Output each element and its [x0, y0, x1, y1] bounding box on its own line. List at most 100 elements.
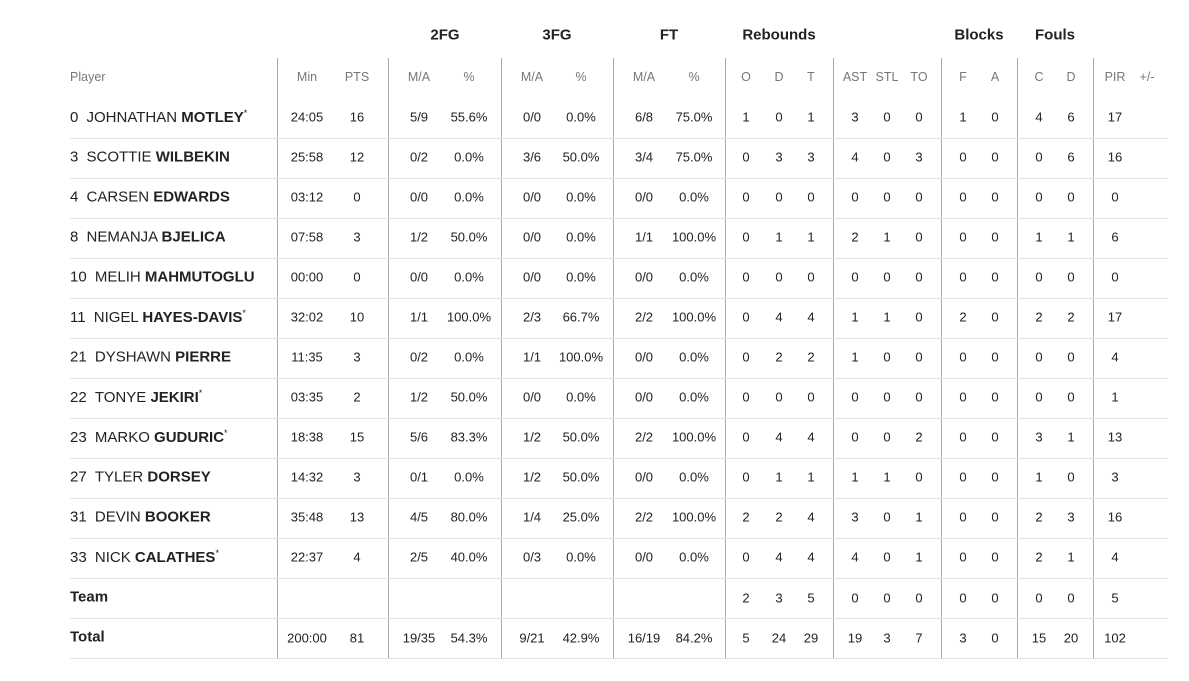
- stat-cell: 100.0%: [558, 349, 604, 365]
- stat-cell: 2: [1035, 549, 1043, 565]
- stat-cell: 1: [807, 229, 815, 245]
- stat-cell: 14:32: [290, 469, 324, 485]
- stat-cell: 00:00: [290, 269, 324, 285]
- stat-cell: 24:05: [290, 109, 324, 125]
- column-header: PTS: [344, 70, 370, 84]
- player-number: 21: [70, 348, 87, 366]
- stat-cell: 0: [1067, 189, 1075, 205]
- stat-cell: 3: [1035, 429, 1043, 445]
- player-name: 33 NICK CALATHES*: [70, 548, 219, 566]
- player-number: 0: [70, 109, 79, 126]
- last-name: WILBEKIN: [155, 148, 230, 166]
- starter-mark: *: [242, 308, 246, 318]
- stat-cell: 1: [775, 229, 783, 245]
- stat-cell: 0.0%: [679, 349, 709, 365]
- player-name: 31 DEVIN BOOKER: [70, 509, 211, 526]
- stat-cell: 0: [1067, 269, 1075, 285]
- stat-cell: 0: [991, 189, 999, 205]
- stat-cell: 3: [851, 109, 859, 125]
- stat-cell: 0: [883, 429, 891, 445]
- stat-cell: 0: [959, 189, 967, 205]
- stat-cell: 0: [915, 590, 923, 606]
- stat-cell: 6: [1067, 149, 1075, 165]
- stat-cell: 3: [775, 590, 783, 606]
- stat-cell: 5/6: [409, 429, 429, 445]
- stat-cell: 0: [991, 429, 999, 445]
- stat-cell: 4: [851, 149, 859, 165]
- first-name: MELIH: [94, 268, 141, 286]
- stat-cell: 0: [1067, 590, 1075, 606]
- stat-cell: 1/2: [522, 469, 542, 485]
- player-number: 8: [70, 228, 79, 246]
- stat-cell: 0: [959, 429, 967, 445]
- stat-cell: 0: [851, 269, 859, 285]
- stat-cell: 0: [742, 429, 750, 445]
- stat-cell: 55.6%: [450, 109, 488, 125]
- stat-cell: 0.0%: [679, 549, 709, 565]
- stat-cell: 1: [1035, 469, 1043, 485]
- column-divider: [1093, 58, 1094, 658]
- stat-cell: 2: [959, 309, 967, 325]
- starter-mark: *: [215, 548, 219, 558]
- column-header: A: [990, 70, 1000, 84]
- column-header: M/A: [520, 70, 544, 84]
- stat-cell: 75.0%: [675, 109, 713, 125]
- stat-cell: 0: [959, 509, 967, 525]
- player-name: 22 TONYE JEKIRI*: [70, 388, 202, 406]
- stat-cell: 7: [915, 630, 923, 646]
- stat-cell: 0/0: [522, 389, 542, 405]
- row-divider: [70, 138, 1168, 139]
- stat-cell: 4: [353, 549, 361, 565]
- stat-cell: 2: [915, 429, 923, 445]
- stat-cell: 0.0%: [454, 269, 484, 285]
- stat-cell: 0.0%: [679, 269, 709, 285]
- stat-cell: 3: [915, 149, 923, 165]
- player-name: 4 CARSEN EDWARDS: [70, 189, 230, 206]
- first-name: DEVIN: [94, 508, 141, 526]
- first-name: NEMANJA: [86, 228, 158, 246]
- stat-cell: 0.0%: [454, 189, 484, 205]
- stat-cell: 1: [1035, 229, 1043, 245]
- last-name: DORSEY: [147, 468, 211, 486]
- column-header: M/A: [407, 70, 431, 84]
- stat-cell: 4: [1111, 349, 1119, 365]
- column-divider: [501, 58, 502, 658]
- column-divider: [941, 58, 942, 658]
- team-label: Team: [70, 588, 109, 606]
- stat-cell: 13: [1107, 429, 1123, 445]
- stat-cell: 0/0: [522, 269, 542, 285]
- starter-mark: *: [224, 428, 228, 438]
- stat-cell: 0.0%: [454, 349, 484, 365]
- player-number: 4: [70, 188, 79, 206]
- stat-cell: 2: [353, 389, 361, 405]
- first-name: DYSHAWN: [94, 348, 171, 366]
- stat-cell: 24: [771, 630, 787, 646]
- stat-cell: 3/4: [634, 149, 654, 165]
- stat-cell: 13: [349, 509, 365, 525]
- stat-cell: 2: [742, 509, 750, 525]
- stat-cell: 0: [991, 549, 999, 565]
- stat-cell: 75.0%: [675, 149, 713, 165]
- player-number: 10: [70, 268, 87, 286]
- stat-cell: 0: [1111, 269, 1119, 285]
- stat-cell: 0.0%: [454, 149, 484, 165]
- row-divider: [70, 178, 1168, 179]
- stat-cell: 0: [883, 149, 891, 165]
- stat-cell: 50.0%: [450, 229, 488, 245]
- column-divider: [1017, 58, 1018, 658]
- stat-cell: 50.0%: [562, 429, 600, 445]
- stat-cell: 3: [353, 349, 361, 365]
- stat-cell: 0/2: [409, 149, 429, 165]
- stat-cell: 0.0%: [679, 469, 709, 485]
- stat-cell: 102: [1104, 630, 1126, 646]
- stat-cell: 0: [915, 469, 923, 485]
- stat-cell: 0: [1067, 389, 1075, 405]
- stat-cell: 4: [807, 309, 815, 325]
- last-name: GUDURIC: [154, 429, 225, 446]
- stat-cell: 1: [915, 549, 923, 565]
- stat-cell: 0: [915, 109, 923, 125]
- last-name: EDWARDS: [153, 188, 230, 206]
- stat-cell: 50.0%: [562, 149, 600, 165]
- stat-cell: 1: [883, 229, 891, 245]
